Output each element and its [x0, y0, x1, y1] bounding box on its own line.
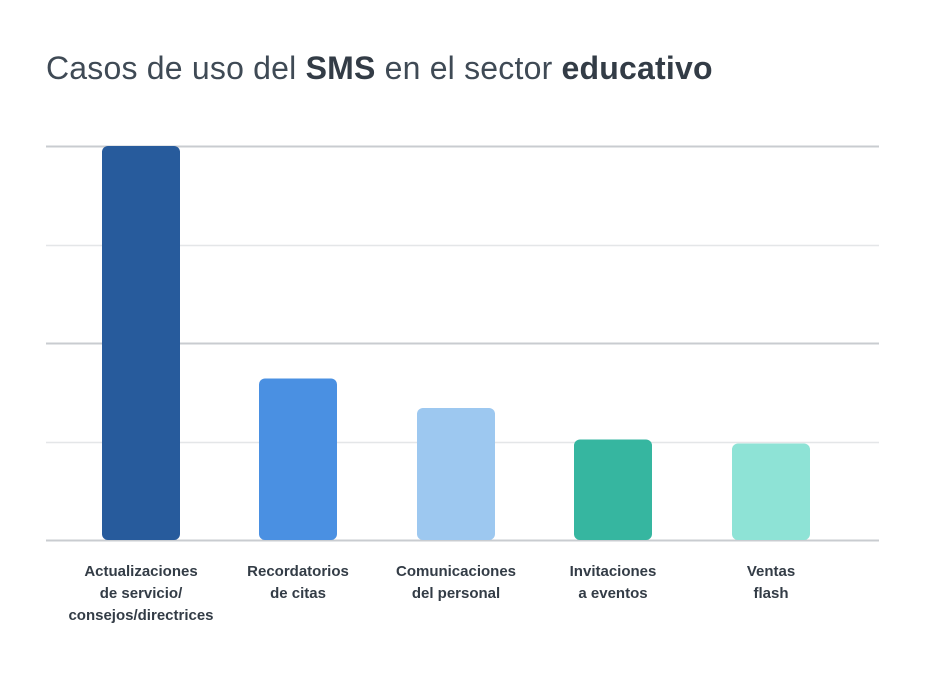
- title-bold-1: SMS: [305, 50, 376, 86]
- x-tick-label-line: Recordatorios: [247, 563, 349, 580]
- bar: [574, 439, 652, 540]
- x-tick-label-line: de citas: [270, 585, 326, 602]
- bar: [102, 146, 180, 540]
- x-tick-label-line: del personal: [411, 585, 501, 602]
- bar: [417, 408, 495, 540]
- x-tick-label-line: flash: [753, 585, 789, 602]
- x-tick-label-line: consejos/directrices: [68, 607, 214, 624]
- x-tick-label-line: de servicio/: [99, 585, 183, 602]
- x-tick-label-line: Actualizaciones: [84, 563, 198, 580]
- x-tick-label-line: Invitaciones: [569, 563, 657, 580]
- x-tick-label-line: Ventas: [746, 563, 796, 580]
- x-tick-label: Recordatorios de citas: [213, 561, 383, 605]
- x-tick-label: Comunicaciones del personal: [371, 561, 541, 605]
- bar: [259, 378, 337, 540]
- x-tick-label-line: a eventos: [578, 585, 648, 602]
- bars: [102, 146, 810, 540]
- bar: [732, 443, 810, 540]
- title-part-2: en el sector: [375, 50, 562, 86]
- x-tick-label-line: Comunicaciones: [395, 563, 517, 580]
- x-tick-label: Invitaciones a eventos: [528, 561, 698, 605]
- title-bold-2: educativo: [561, 50, 713, 86]
- x-tick-label: Actualizaciones de servicio/consejos/dire…: [56, 561, 226, 627]
- title-part-1: Casos de uso del: [46, 50, 306, 86]
- x-tick-label: Ventas flash: [686, 561, 856, 605]
- chart-title: Casos de uso del SMS en el sector educat…: [46, 50, 713, 87]
